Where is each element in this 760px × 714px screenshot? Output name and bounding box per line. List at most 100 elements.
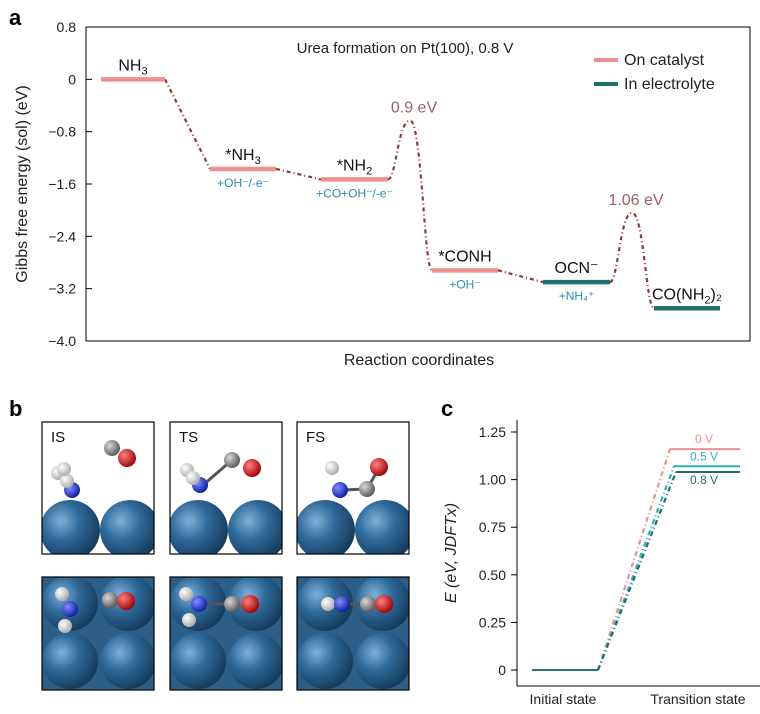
hydrogen-atom-icon <box>60 474 74 488</box>
ts-top-box <box>169 576 283 691</box>
state-label: *NH3 <box>225 147 260 167</box>
nitrogen-atom-icon <box>334 596 350 612</box>
x-tick-label: Transition state <box>650 691 745 707</box>
carbon-atom-icon <box>102 592 118 608</box>
y-tick-label: 0 <box>498 662 506 678</box>
is-side-box <box>41 421 155 555</box>
state-note: +OH⁻/-e⁻ <box>217 176 269 190</box>
series-label: 0.5 V <box>690 449 718 463</box>
pt-atom-icon <box>100 500 154 554</box>
fs-label: FS <box>306 429 325 446</box>
y-tick-label: 0.25 <box>479 614 506 630</box>
energy-connector <box>164 78 211 170</box>
y-tick-label: −4.0 <box>48 333 76 349</box>
is-top-box <box>41 576 155 691</box>
energy-connector <box>275 167 322 181</box>
fs-top-box <box>296 576 410 691</box>
panel-a-y-axis-title: Gibbs free energy (sol) (eV) <box>14 85 31 282</box>
panel-a-levels <box>101 77 720 311</box>
y-tick-label: 0 <box>68 71 76 87</box>
fs-side-view <box>297 422 409 554</box>
nitrogen-atom-icon <box>191 596 207 612</box>
hydrogen-atom-icon <box>182 613 196 627</box>
is-label: IS <box>51 429 65 446</box>
panel-c-series: 0 V 0.5 V 0.8 V <box>532 432 740 671</box>
state-label: OCN⁻ <box>555 260 599 277</box>
y-tick-label: 0.8 <box>57 19 77 35</box>
pt-atom-icon <box>355 500 409 554</box>
carbon-atom-icon <box>360 596 376 612</box>
ts-top-view <box>170 577 282 690</box>
energy-connector <box>608 211 656 310</box>
state-note: +OH⁻ <box>449 277 480 291</box>
x-tick-label: Initial state <box>530 691 597 707</box>
state-note: +CO+OH⁻/-e⁻ <box>316 186 393 200</box>
panel-c-letter: c <box>441 396 453 421</box>
panel-a-title: Urea formation on Pt(100), 0.8 V <box>297 40 514 57</box>
energy-connector <box>386 119 434 272</box>
y-tick-label: 0.50 <box>479 567 506 583</box>
hydrogen-atom-icon <box>55 587 69 601</box>
y-tick-label: 1.25 <box>479 424 506 440</box>
nitrogen-atom-icon <box>332 482 348 498</box>
y-tick-label: 1.00 <box>479 472 506 488</box>
fs-top-view <box>297 577 409 690</box>
pt-atom-icon <box>228 500 282 554</box>
ts-side-view <box>170 422 282 554</box>
panel-c-barrier-chart: 0 0.25 0.50 0.75 1.00 1.25 Initial state Trans… <box>443 420 760 707</box>
panel-a-legend: On catalyst In electrolyte <box>594 52 715 93</box>
pt-atom-icon <box>42 500 100 554</box>
pt-atom-icon <box>170 500 228 554</box>
carbon-atom-icon <box>104 440 120 456</box>
oxygen-atom-icon <box>118 449 136 467</box>
hydrogen-atom-icon <box>321 597 335 611</box>
is-side-view <box>42 422 154 554</box>
panel-c-x-ticks: Initial state Transition state <box>530 691 746 707</box>
ts-side-box <box>169 421 283 555</box>
barrier-label: 0.9 eV <box>391 100 438 117</box>
fs-side-box <box>296 421 410 555</box>
panel-c-y-ticks: 0 0.25 0.50 0.75 1.00 1.25 <box>479 424 517 678</box>
state-label: CO(NH2)₂ <box>652 286 722 306</box>
panel-a-x-axis-title: Reaction coordinates <box>344 352 494 369</box>
barrier-connector <box>596 448 672 671</box>
oxygen-atom-icon <box>241 595 259 613</box>
barrier-label: 1.06 eV <box>608 192 663 209</box>
oxygen-atom-icon <box>375 595 393 613</box>
panel-b-structures: IS TS FS <box>41 421 410 691</box>
carbon-atom-icon <box>359 481 375 497</box>
y-tick-label: −2.4 <box>48 228 76 244</box>
pt-atom-icon <box>297 500 355 554</box>
oxygen-atom-icon <box>243 459 261 477</box>
panel-a-energy-diagram: 0.8 0 −0.8 −1.6 −2.4 −3.2 −4.0 Gibbs free ener… <box>14 19 751 369</box>
y-tick-label: −0.8 <box>48 124 76 140</box>
oxygen-atom-icon <box>117 592 135 610</box>
barrier-connector <box>596 471 678 671</box>
hydrogen-atom-icon <box>186 471 200 485</box>
is-top-view <box>42 577 154 690</box>
state-note: +NH₄⁺ <box>559 289 595 303</box>
legend-label: On catalyst <box>624 52 705 69</box>
nitrogen-atom-icon <box>62 601 78 617</box>
panel-a-state-labels: NH3 *NH3 +OH⁻/-e⁻ *NH2 +CO+OH⁻/-e⁻ *CONH +OH⁻ O… <box>118 57 722 306</box>
carbon-atom-icon <box>224 452 240 468</box>
hydrogen-atom-icon <box>58 619 72 633</box>
series-label: 0.8 V <box>690 473 718 487</box>
series-label: 0 V <box>695 432 713 446</box>
hydrogen-atom-icon <box>325 461 339 475</box>
energy-connector <box>497 269 544 284</box>
hydrogen-atom-icon <box>57 462 71 476</box>
y-tick-label: −3.2 <box>48 281 76 297</box>
state-label: NH3 <box>118 57 147 77</box>
panel-a-y-ticks: 0.8 0 −0.8 −1.6 −2.4 −3.2 −4.0 <box>48 19 92 349</box>
legend-label: In electrolyte <box>624 76 715 93</box>
state-label: *NH2 <box>337 157 372 177</box>
y-tick-label: −1.6 <box>48 176 76 192</box>
panel-c-y-axis-title: E (eV, JDFTx) <box>443 503 460 603</box>
panel-b-letter: b <box>9 396 22 421</box>
ts-label: TS <box>179 429 198 446</box>
panel-a-letter: a <box>9 5 22 30</box>
panel-a-frame <box>85 26 751 342</box>
y-tick-label: 0.75 <box>479 519 506 535</box>
